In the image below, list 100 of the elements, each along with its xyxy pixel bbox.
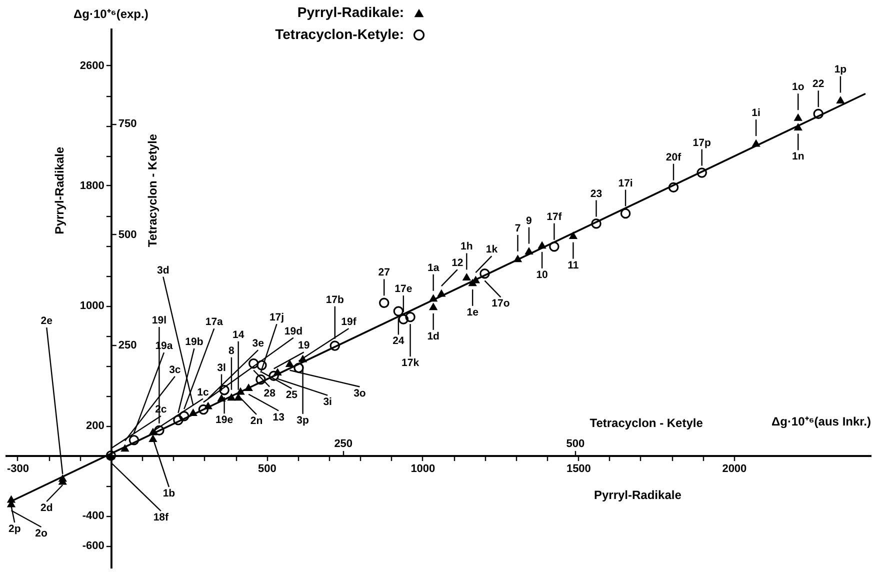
point (836, 96, 845, 104)
legend-label: Tetracyclon-Ketyle: (275, 26, 404, 42)
annotation: 19 (298, 340, 310, 352)
point (178, 411, 190, 422)
annotation: 17o (492, 298, 510, 310)
annotation: 23 (590, 188, 602, 200)
x2-axis-title: Tetracyclon - Ketyle (590, 416, 704, 430)
point (244, 384, 253, 391)
y2-tick-label: 750 (118, 118, 137, 130)
annotation: 11 (568, 259, 579, 272)
point (188, 408, 198, 416)
annotation: 1o (792, 81, 804, 94)
point (813, 108, 824, 119)
annotation: 19d (284, 325, 302, 338)
y-tick-label: 200 (86, 420, 104, 432)
annotation: 2e (40, 315, 53, 327)
point (568, 232, 578, 240)
point (398, 314, 409, 324)
annotation: 17j (269, 312, 284, 324)
annotation: 24 (392, 335, 404, 348)
annotation: 9 (526, 214, 532, 227)
point (248, 358, 259, 369)
point (549, 242, 560, 252)
point (428, 294, 438, 302)
annotation: 3c (169, 364, 181, 376)
annotation: 27 (378, 266, 390, 279)
annotation: 17k (402, 357, 420, 370)
annotation: 12 (452, 257, 464, 270)
x-tick-label: 2000 (722, 463, 747, 475)
point (330, 340, 340, 351)
y2-tick-label: 500 (118, 228, 137, 241)
y-tick-label: 2600 (80, 60, 104, 72)
point (462, 272, 471, 280)
annotation: 3l (217, 362, 226, 374)
annotation: 2d (40, 502, 53, 514)
x-tick-label: 1500 (566, 463, 591, 475)
point (794, 122, 802, 130)
annotation: 10 (536, 268, 548, 281)
annotation: 13 (272, 411, 285, 424)
point (256, 360, 267, 370)
point (620, 208, 631, 219)
point (794, 113, 802, 121)
y-tick-label: 1000 (80, 300, 104, 312)
annotation: 1i (752, 107, 761, 120)
annotation: 17p (692, 136, 711, 149)
annotation: 3d (157, 264, 170, 276)
x-tick-label: 500 (258, 463, 276, 475)
point (668, 182, 679, 192)
point (236, 387, 245, 395)
point (428, 302, 438, 310)
annotation: 17e (394, 283, 412, 295)
annotation: 1p (834, 64, 847, 76)
point (227, 393, 236, 401)
x-axis-title: Pyrryl-Radikale (594, 488, 682, 502)
point (173, 415, 184, 426)
point (154, 425, 164, 436)
x2-tick-label: 250 (334, 438, 353, 450)
annotation: 1c (197, 386, 209, 398)
y-tick-label: -400 (82, 510, 104, 522)
annotation: 17a (205, 316, 224, 328)
point (128, 434, 140, 446)
annotation: 19l (152, 314, 167, 326)
annotation: 1d (427, 330, 440, 342)
point (285, 360, 294, 367)
point (217, 394, 226, 402)
annotation: 3o (354, 387, 366, 400)
y-tick-label: 1800 (80, 180, 104, 192)
point (513, 254, 522, 262)
point (524, 247, 534, 254)
annotation: 17f (546, 210, 562, 223)
point (256, 374, 266, 385)
annotation: 1k (486, 244, 498, 256)
point (148, 434, 158, 442)
point (298, 354, 308, 362)
annotation: 19b (185, 336, 204, 348)
y2-tick-label: 250 (118, 339, 137, 352)
annotation: 20f (666, 151, 682, 164)
point (696, 168, 707, 178)
text: Δg·10⁺⁶(exp.) (74, 7, 148, 21)
point (120, 444, 130, 452)
annotation: 1n (792, 150, 804, 163)
annotation: 1h (460, 240, 473, 253)
annotation: 25 (286, 389, 298, 402)
annotation: 1b (162, 488, 176, 500)
annotation: 22 (812, 78, 824, 90)
annotation: 2n (250, 415, 263, 427)
annotation: 3p (296, 414, 309, 426)
annotation: 3i (323, 396, 332, 408)
point (378, 298, 390, 308)
point (752, 139, 760, 147)
x-tick-label: 1000 (410, 463, 436, 475)
annotation: 17i (618, 177, 633, 190)
annotation: 3e (252, 338, 264, 350)
point (538, 241, 546, 249)
annotation: 14 (232, 328, 244, 341)
annotation: 19e (216, 414, 234, 426)
annotation: 28 (264, 387, 276, 400)
annotation: 7 (514, 222, 521, 234)
annotation: 2p (8, 523, 21, 535)
y-tick-label: -600 (82, 540, 104, 552)
